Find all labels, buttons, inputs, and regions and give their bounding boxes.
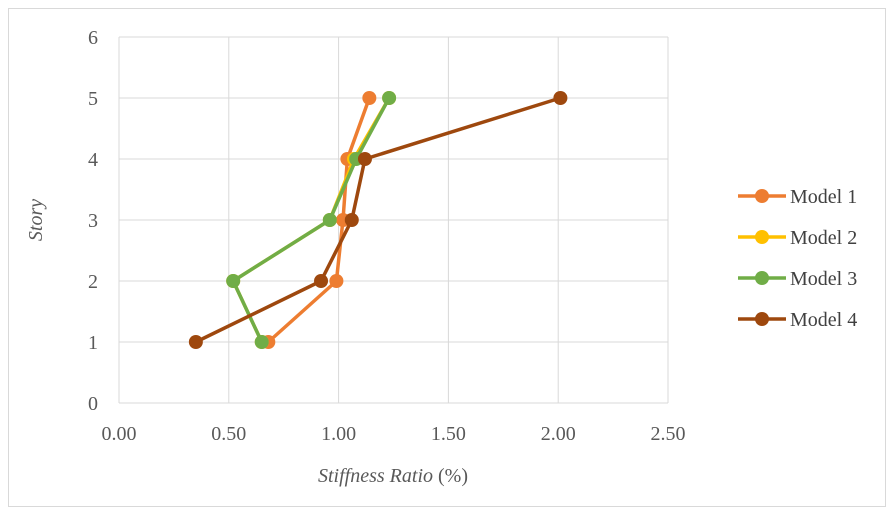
legend: Model 1 Model 2 Model 3 Model 4 [738, 186, 857, 331]
y-tick-label: 1 [88, 332, 98, 354]
y-tick-labels: 0 1 2 3 4 5 6 [88, 27, 98, 415]
legend-item: Model 3 [738, 268, 857, 290]
data-point [226, 274, 241, 288]
y-tick-label: 0 [88, 393, 98, 415]
legend-label: Model 3 [790, 268, 857, 290]
legend-item: Model 4 [738, 309, 857, 331]
data-point [314, 274, 329, 288]
gridlines [118, 36, 669, 404]
legend-item: Model 1 [738, 186, 857, 208]
x-tick-label: 0.50 [211, 423, 246, 445]
chart-frame [8, 8, 886, 507]
x-tick-label: 0.00 [102, 423, 137, 445]
data-point [553, 91, 568, 105]
data-point [362, 91, 377, 105]
data-point [382, 91, 397, 105]
data-point [322, 213, 337, 227]
legend-item: Model 2 [738, 227, 857, 249]
data-point [344, 213, 359, 227]
y-tick-label: 5 [88, 88, 98, 110]
series-layer [188, 91, 568, 349]
legend-swatch-marker [755, 230, 769, 244]
data-point [188, 335, 203, 349]
y-tick-label: 4 [88, 149, 98, 171]
y-tick-label: 6 [88, 27, 98, 49]
legend-swatch-marker [755, 271, 769, 285]
y-tick-label: 3 [88, 210, 98, 232]
legend-swatch-marker [755, 312, 769, 326]
series-model-3 [226, 91, 397, 349]
y-axis-title: Story [25, 199, 47, 241]
series-model-4 [188, 91, 568, 349]
data-point [357, 152, 372, 166]
x-tick-label: 1.50 [431, 423, 466, 445]
data-point [329, 274, 344, 288]
x-tick-label: 2.50 [651, 423, 686, 445]
legend-label: Model 4 [790, 309, 857, 331]
data-point [254, 335, 269, 349]
legend-label: Model 2 [790, 227, 857, 249]
legend-swatch-marker [755, 189, 769, 203]
y-tick-label: 2 [88, 271, 98, 293]
x-axis-title: Stiffness Ratio (%) [318, 465, 468, 487]
x-tick-label: 2.00 [541, 423, 576, 445]
x-tick-labels: 0.00 0.50 1.00 1.50 2.00 2.50 [102, 423, 686, 445]
legend-label: Model 1 [790, 186, 857, 208]
x-tick-label: 1.00 [321, 423, 356, 445]
